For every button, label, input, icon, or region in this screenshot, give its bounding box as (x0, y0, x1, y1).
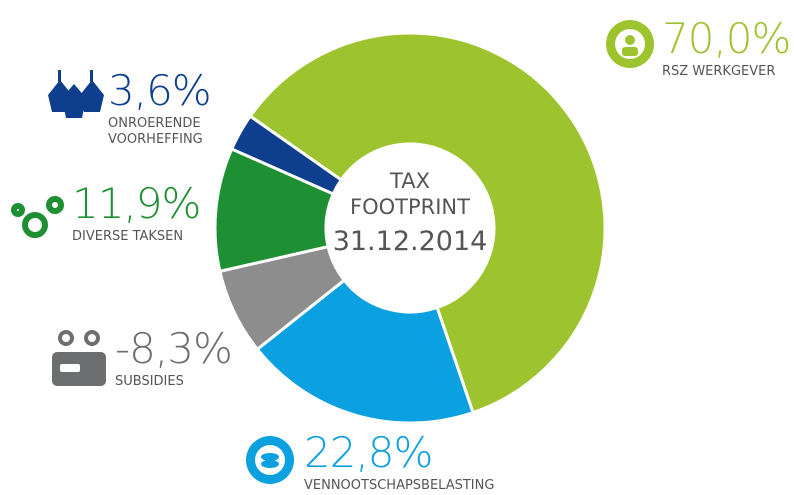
segment-label: 22,8% VENNOOTSCHAPSBELASTING (304, 432, 564, 494)
value-label: 70,0% (662, 14, 791, 63)
segment-label: -8,3% SUBSIDIES (115, 328, 255, 390)
donut-segment (255, 278, 475, 425)
center-line: TAX (390, 169, 430, 193)
segment-label: 70,0% RSZ WERKGEVER (662, 18, 792, 80)
icon-wallet (52, 330, 106, 386)
icon-people-gear (606, 20, 654, 68)
icon-gears (11, 196, 64, 238)
segment-name: SUBSIDIES (115, 374, 184, 389)
donut-segment (218, 244, 347, 352)
icon-buildings (48, 70, 104, 118)
segment-label: 3,6% ONROERENDE VOORHEFFING (108, 70, 220, 147)
value-label: 11,9% (72, 179, 201, 228)
icon-coins-gear (246, 436, 294, 484)
value-label: -8,3% (115, 324, 233, 373)
segment-name: DIVERSE TAKSEN (72, 229, 184, 244)
donut-segment (213, 147, 336, 274)
donut-segment (248, 31, 607, 415)
segment-label: 11,9% DIVERSE TAKSEN (72, 183, 212, 245)
segment-name: ONROERENDE VOORHEFFING (108, 116, 203, 147)
icons (11, 20, 654, 484)
center-label: TAX FOOTPRINT 31.12.2014 (330, 168, 490, 258)
segment-name: RSZ WERKGEVER (662, 64, 776, 79)
value-label: 22,8% (304, 428, 433, 477)
center-line: 31.12.2014 (332, 225, 488, 257)
segment-name: VENNOOTSCHAPSBELASTING (304, 478, 495, 493)
center-line: FOOTPRINT (350, 195, 470, 220)
value-label: 3,6% (108, 66, 212, 115)
